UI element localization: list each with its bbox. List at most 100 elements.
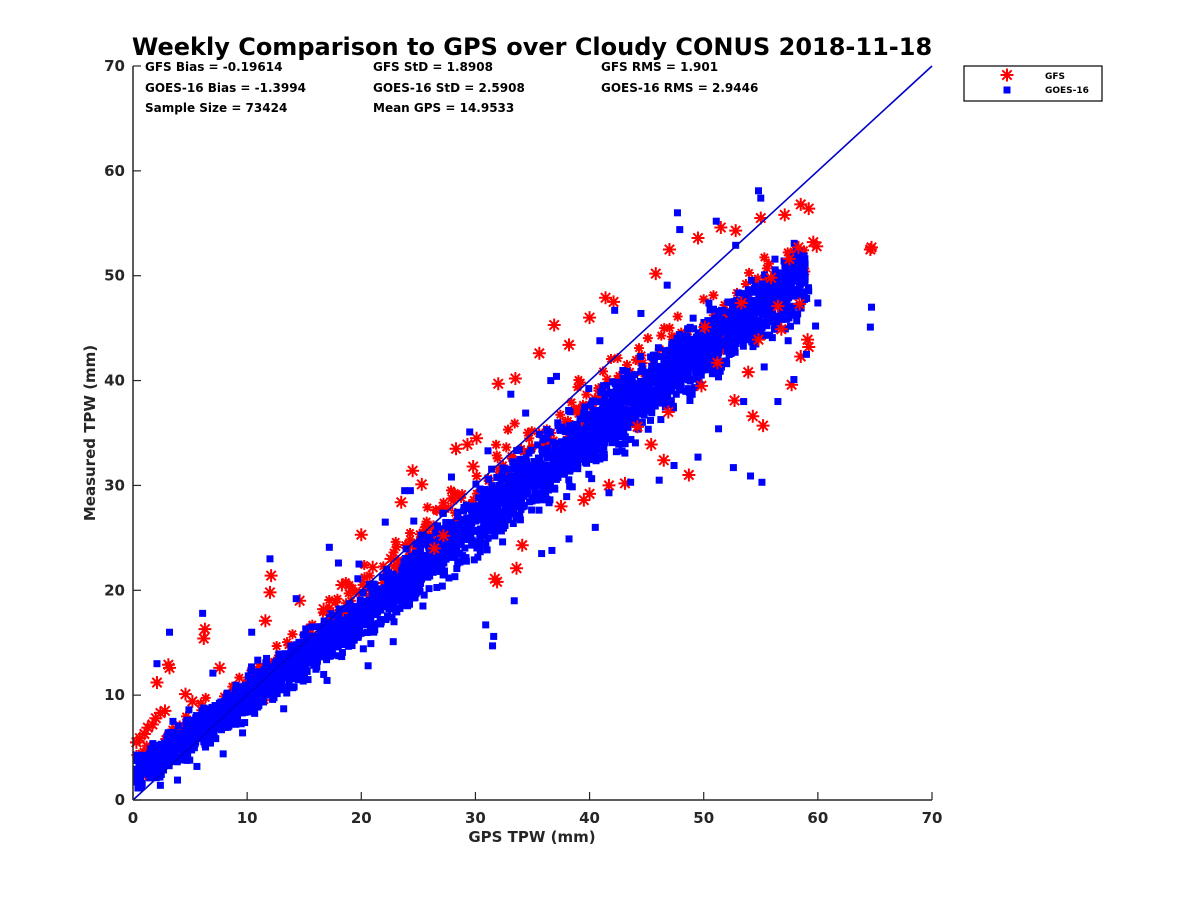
goes16-point [187, 716, 195, 724]
goes16-point [656, 353, 664, 361]
goes16-point [406, 487, 414, 495]
goes16-point [725, 325, 733, 333]
gfs-point [436, 529, 450, 543]
gfs-point [661, 405, 675, 419]
goes16-point [667, 348, 675, 356]
goes16-point [181, 736, 189, 744]
goes16-point [539, 436, 547, 444]
goes16-point [679, 371, 687, 379]
goes16-point [616, 413, 624, 421]
goes16-point [522, 477, 530, 485]
goes16-point [480, 521, 488, 529]
goes16-point [779, 294, 787, 302]
goes16-point [607, 402, 615, 410]
goes16-point [631, 439, 639, 447]
goes16-point [433, 584, 441, 592]
gfs-point [491, 439, 502, 450]
goes16-point [749, 316, 757, 324]
goes16-point [575, 430, 583, 438]
y-tick-label: 0 [115, 791, 125, 809]
gfs-point [347, 583, 358, 594]
goes16-point [164, 749, 172, 757]
gfs-point [471, 471, 482, 482]
goes16-point [590, 398, 598, 406]
goes16-point [241, 719, 249, 727]
gfs-point [759, 252, 770, 263]
goes16-point [534, 463, 542, 471]
goes16-point [713, 324, 721, 332]
goes16-point [586, 436, 594, 444]
goes16-point [520, 486, 528, 494]
goes16-point [159, 748, 167, 756]
goes16-point [490, 504, 498, 512]
goes16-point [669, 402, 677, 410]
goes16-point [686, 350, 694, 358]
gfs-point [324, 595, 335, 606]
goes16-point [780, 257, 788, 265]
goes16-point [381, 518, 389, 526]
goes16-point [761, 299, 769, 307]
goes16-point [672, 357, 680, 365]
goes16-point [285, 679, 293, 687]
goes16-point [570, 442, 578, 450]
goes16-point [389, 570, 397, 578]
gfs-point [287, 629, 298, 640]
goes16-point [534, 454, 542, 462]
gfs-point [138, 746, 149, 757]
goes16-point [257, 691, 265, 699]
goes16-point [334, 643, 342, 651]
goes16-point [275, 655, 283, 663]
goes16-point [684, 374, 692, 382]
goes16-point [212, 735, 220, 743]
goes16-point [474, 553, 482, 561]
goes16-point [497, 520, 505, 528]
goes16-point [224, 723, 232, 731]
goes16-point [689, 314, 697, 322]
goes16-point [404, 557, 412, 565]
goes16-point [366, 626, 374, 634]
goes16-point [686, 359, 694, 367]
goes16-point [323, 676, 331, 684]
goes16-point [425, 585, 433, 593]
goes16-point [759, 285, 767, 293]
goes16-point [453, 565, 461, 573]
stat-gfs-bias: GFS Bias = -0.19614 [145, 60, 282, 74]
goes16-point [795, 280, 803, 288]
gfs-point [510, 561, 524, 575]
gfs-point [575, 377, 586, 388]
goes16-point [273, 669, 281, 677]
x-tick-label: 40 [579, 809, 600, 827]
goes16-point [363, 608, 371, 616]
goes16-point [539, 496, 547, 504]
goes16-point [676, 226, 684, 234]
goes16-point [366, 616, 374, 624]
goes16-point [702, 342, 710, 350]
goes16-point [663, 281, 671, 289]
gfs-point [599, 291, 613, 305]
goes16-point [727, 349, 735, 357]
goes16-point [740, 306, 748, 314]
goes16-point [757, 194, 765, 202]
goes16-point [413, 554, 421, 562]
goes16-point [447, 473, 455, 481]
stat-goes-bias: GOES-16 Bias = -1.3994 [145, 81, 306, 95]
goes16-point [729, 464, 737, 472]
goes16-point [793, 317, 801, 325]
goes16-point [187, 732, 195, 740]
goes16-point [767, 307, 775, 315]
goes16-point [499, 538, 507, 546]
goes16-point [476, 548, 484, 556]
goes16-point [539, 490, 547, 498]
goes16-point [802, 350, 810, 358]
goes16-point [717, 315, 725, 323]
goes16-point [608, 397, 616, 405]
goes16-point [351, 611, 359, 619]
goes16-point [680, 356, 688, 364]
gfs-point [791, 240, 805, 254]
goes16-point [631, 371, 639, 379]
goes16-point [482, 621, 490, 629]
goes16-point [147, 748, 155, 756]
goes16-point [588, 475, 596, 483]
goes16-point [740, 290, 748, 298]
goes16-point [623, 378, 631, 386]
